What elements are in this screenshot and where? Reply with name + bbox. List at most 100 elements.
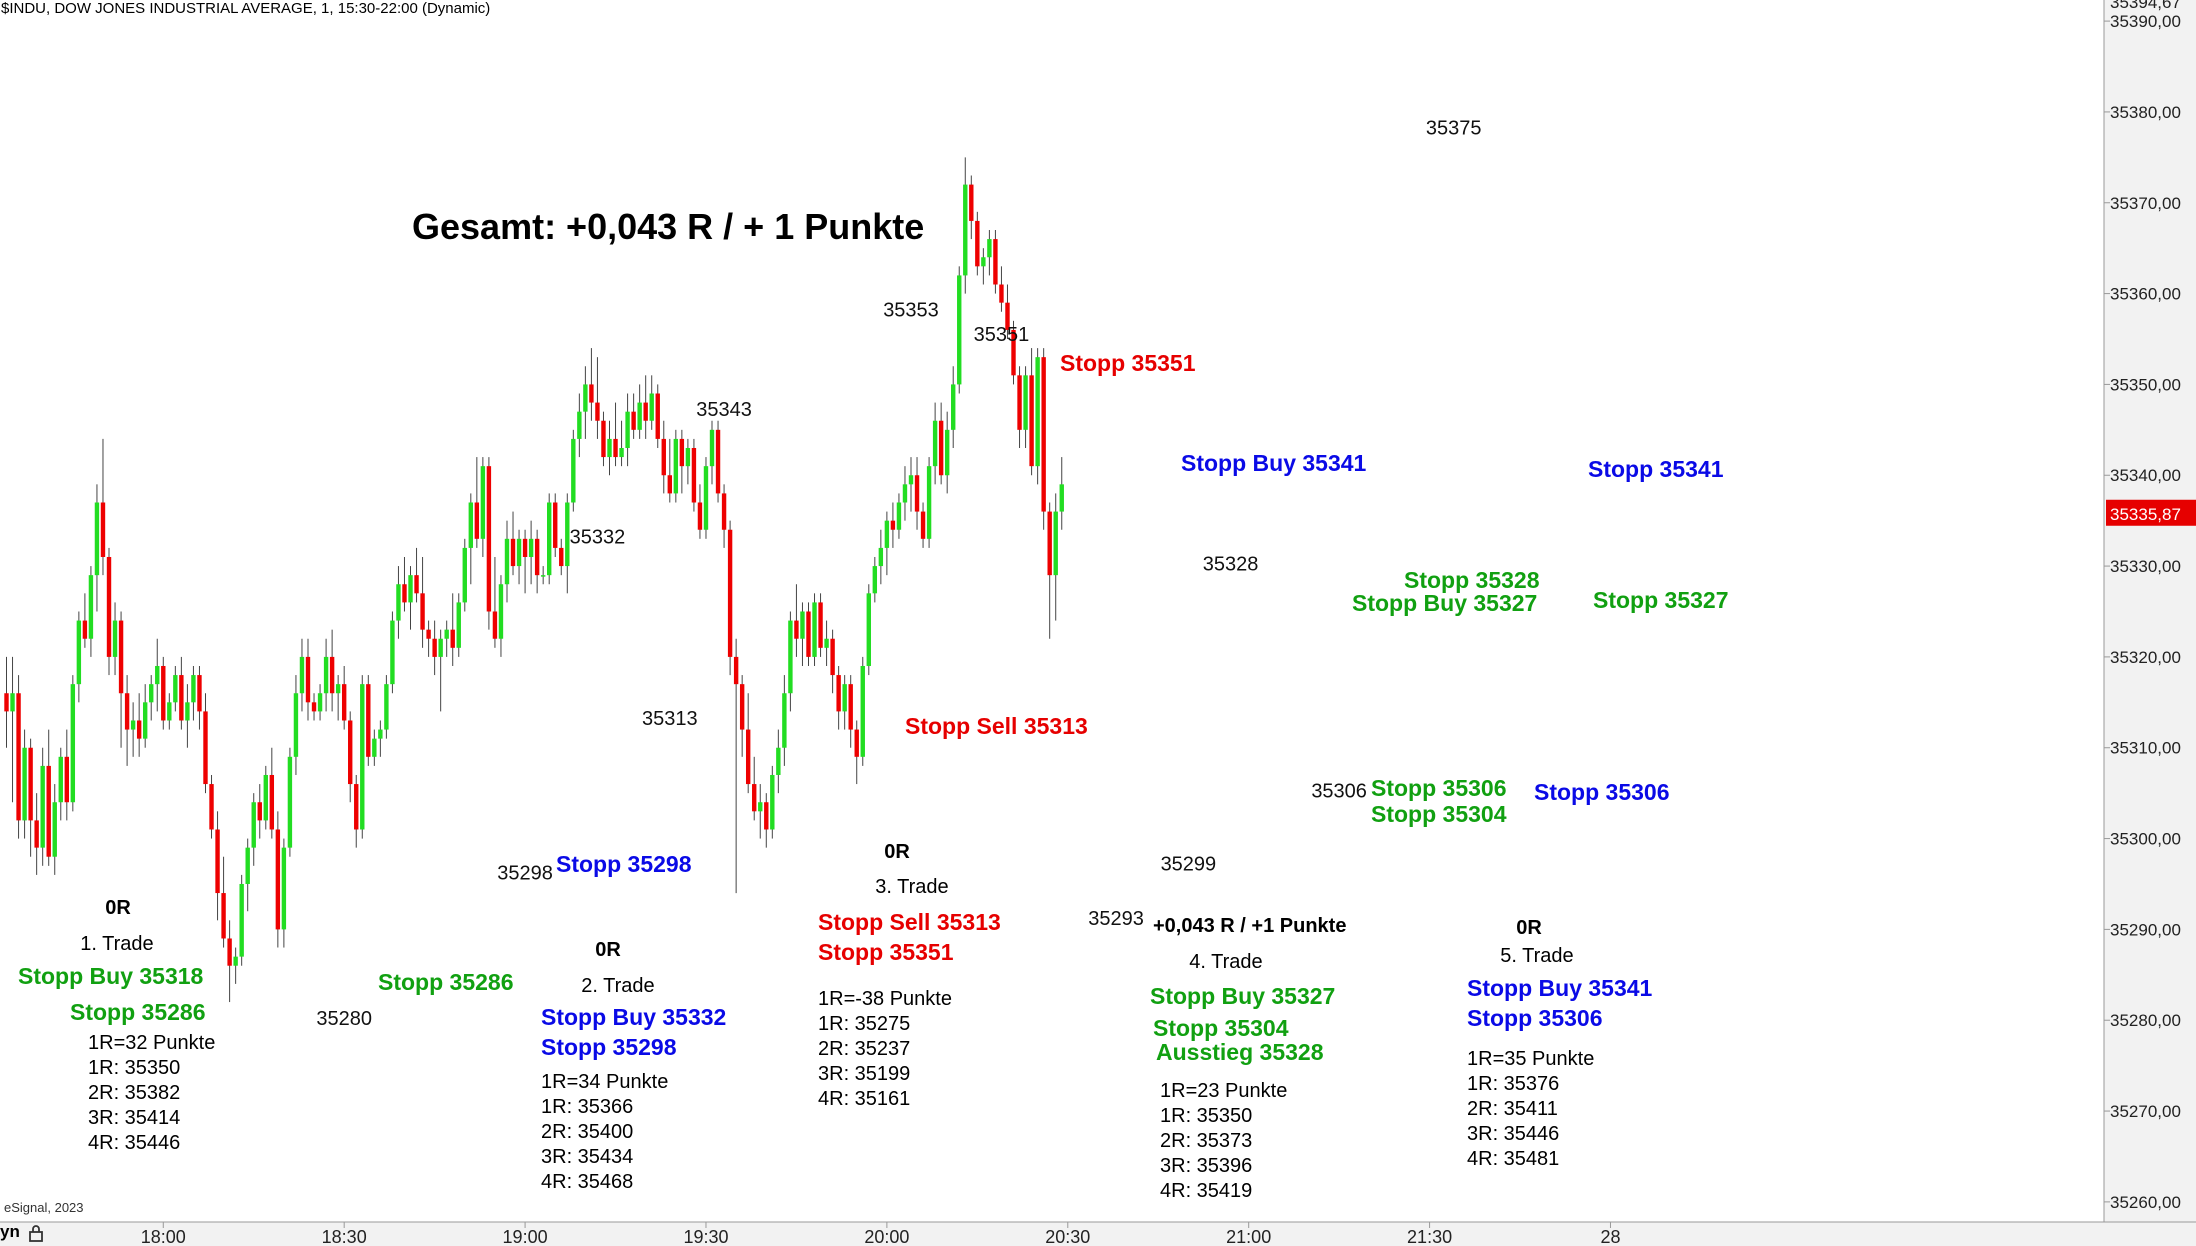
candle: [70, 675, 76, 812]
candle: [384, 675, 389, 739]
candle: [643, 375, 648, 439]
candle-body: [4, 693, 9, 712]
x-tick-label: 21:00: [1226, 1227, 1271, 1246]
candle-body: [480, 466, 486, 539]
candle-body: [432, 638, 437, 657]
y-tick-label: 35390,00: [2110, 12, 2181, 31]
candle: [637, 384, 642, 439]
trade5-stats-line: 3R: 35446: [1467, 1123, 1559, 1145]
candle-body: [1053, 511, 1058, 576]
trade3-chart-entry: Stopp Sell 35313: [905, 713, 1088, 739]
candle: [372, 729, 377, 766]
candle-body: [625, 411, 630, 448]
trade5-chart-stop-right-green: Stopp 35327: [1593, 587, 1729, 613]
candle-body: [534, 538, 540, 576]
candle: [456, 593, 461, 657]
trade3-stats-line: 1R: 35275: [818, 1013, 910, 1035]
trade3-name: 3. Trade: [875, 876, 948, 898]
candle: [920, 502, 926, 548]
candle: [263, 765, 268, 830]
candle: [233, 947, 238, 984]
candle: [402, 556, 407, 612]
candle-body: [824, 638, 829, 648]
candle-body: [281, 847, 287, 930]
candle-body: [794, 620, 799, 639]
candle: [360, 675, 365, 839]
candle: [631, 393, 636, 439]
candle: [963, 157, 968, 294]
candle: [88, 566, 94, 657]
price-axis-panel: [2104, 0, 2196, 1222]
y-tick-label: 35290,00: [2110, 920, 2181, 939]
candle-body: [715, 429, 721, 494]
candle: [438, 629, 443, 712]
candle: [697, 484, 703, 539]
candle: [408, 566, 413, 630]
candle-body: [341, 684, 347, 721]
candle-body: [752, 784, 757, 812]
candle: [335, 675, 341, 721]
annotations-layer: Gesamt: +0,043 R / + 1 Punkte 0R 1. Trade S…: [18, 206, 1729, 1202]
candle-body: [263, 774, 268, 821]
candle-body: [191, 675, 196, 703]
candle-body: [667, 475, 672, 494]
candle-body: [498, 584, 504, 639]
candle: [34, 793, 39, 875]
trade5-stats-line: 2R: 35411: [1467, 1098, 1558, 1120]
candle-body: [311, 702, 317, 712]
candle-body: [1059, 484, 1064, 512]
candle-body: [619, 447, 624, 458]
candle-body: [58, 756, 63, 803]
candle: [299, 638, 305, 712]
candle: [64, 729, 69, 821]
candle: [794, 584, 799, 657]
candle: [1029, 348, 1034, 476]
candle: [100, 438, 106, 576]
candle: [685, 438, 691, 485]
candle-body: [372, 738, 377, 757]
candle-body: [540, 575, 546, 577]
candle-body: [872, 566, 878, 594]
trade2-stats-line: 1R=34 Punkte: [541, 1071, 668, 1093]
trade4-entry: Stopp Buy 35327: [1150, 983, 1335, 1009]
total-result-title: Gesamt: +0,043 R / + 1 Punkte: [412, 206, 924, 247]
candle: [999, 266, 1004, 312]
candle-body: [215, 829, 220, 894]
candle: [10, 656, 15, 803]
candle: [1047, 502, 1052, 639]
candle-body: [209, 784, 214, 830]
candle-body: [739, 684, 745, 730]
candle-body: [547, 502, 552, 576]
candle: [94, 484, 100, 612]
candle-body: [299, 656, 305, 694]
lock-icon[interactable]: [26, 1223, 46, 1243]
candle: [745, 693, 751, 794]
trade4-chart-entry-b: Stopp Buy 35327: [1352, 590, 1537, 616]
candle: [480, 457, 486, 557]
candle: [534, 529, 540, 594]
mode-label[interactable]: yn: [0, 1222, 20, 1241]
candle-body: [745, 729, 751, 785]
trade4-stats-line: 3R: 35396: [1160, 1155, 1252, 1177]
y-tick-label: 35330,00: [2110, 557, 2181, 576]
current-price-label: 35335,87: [2110, 505, 2181, 524]
candle-body: [631, 411, 636, 430]
candle: [245, 838, 250, 912]
trade4-stop: Stopp 35304: [1153, 1015, 1289, 1041]
candle-body: [830, 638, 835, 676]
candle-body: [770, 774, 775, 830]
candle-body: [293, 693, 299, 757]
trade3-stats-line: 4R: 35161: [818, 1088, 910, 1110]
candle-body: [239, 883, 244, 957]
swing-price-label: 35299: [1161, 853, 1217, 875]
candle-body: [16, 693, 21, 821]
candle-body: [118, 620, 124, 694]
candle-body: [896, 502, 902, 530]
candle-body: [963, 184, 968, 276]
candle-body: [920, 511, 926, 539]
candle-body: [860, 665, 865, 757]
trade1-stats-line: 2R: 35382: [88, 1082, 180, 1104]
candle: [354, 774, 359, 848]
candle-body: [679, 438, 685, 467]
